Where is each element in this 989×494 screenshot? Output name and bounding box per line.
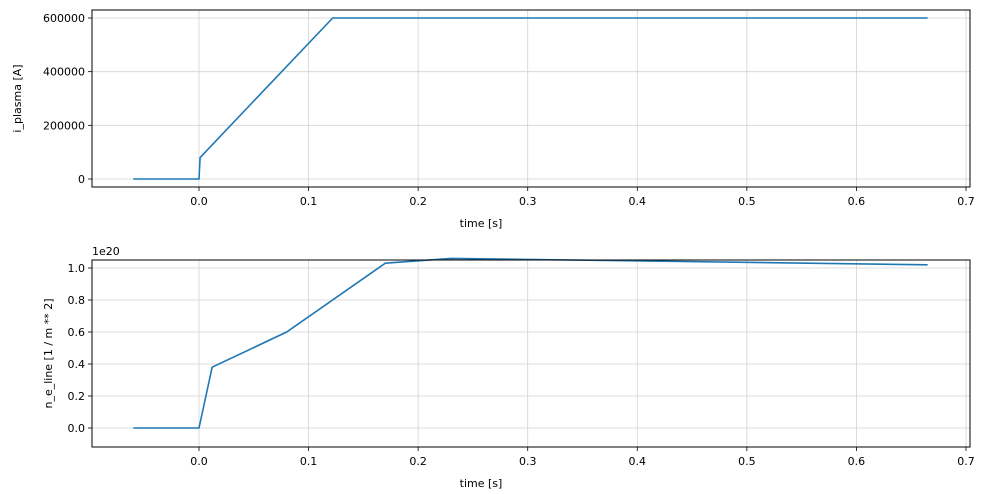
x-tick-label: 0.1 (300, 195, 318, 208)
axes-frame (91, 9, 971, 188)
y-tick-label: 600000 (43, 12, 85, 25)
subplot-1: 0.0 0.1 0.2 0.3 0.4 0.5 0.6 0.7 0 200000 400000 600… (11, 9, 975, 230)
y-tick-label: 400000 (43, 66, 85, 79)
y-axis-label: n_e_line [1 / m ** 2] (42, 298, 55, 408)
x-tick-label: 0.4 (629, 195, 647, 208)
x-tick-label: 0.3 (519, 195, 537, 208)
x-tick-label: 0.2 (409, 455, 427, 468)
axes-frame (91, 259, 971, 448)
x-tick-label: 0.2 (409, 195, 427, 208)
x-tick-label: 0.7 (957, 455, 975, 468)
y-tick-label: 1.0 (68, 262, 86, 275)
x-axis-label: time [s] (460, 477, 503, 490)
y-tick-label: 200000 (43, 119, 85, 132)
x-tick-label: 0.1 (300, 455, 318, 468)
y-tick-label: 0.6 (68, 326, 86, 339)
y-tick-label: 0.0 (68, 422, 86, 435)
x-tick-label: 0.6 (848, 195, 866, 208)
y-offset-label: 1e20 (92, 245, 120, 258)
series-line-i_plasma (133, 17, 928, 180)
x-tick-label: 0.3 (519, 455, 537, 468)
x-tick-label: 0.0 (190, 195, 208, 208)
subplot-2: 0.0 0.1 0.2 0.3 0.4 0.5 0.6 0.7 0.0 0.2 0.4 0.6 0.8 1… (42, 245, 975, 490)
x-tick-label: 0.5 (738, 455, 756, 468)
x-tick-label: 0.7 (957, 195, 975, 208)
x-tick-label: 0.6 (848, 455, 866, 468)
x-axis-label: time [s] (460, 217, 503, 230)
y-tick-label: 0 (78, 173, 85, 186)
y-tick-label: 0.2 (68, 390, 86, 403)
x-tick-label: 0.5 (738, 195, 756, 208)
y-tick-label: 0.4 (68, 358, 86, 371)
series-line-n_e_line (133, 257, 928, 429)
y-axis-label: i_plasma [A] (11, 64, 24, 132)
x-tick-label: 0.4 (629, 455, 647, 468)
x-tick-label: 0.0 (190, 455, 208, 468)
y-tick-label: 0.8 (68, 294, 86, 307)
